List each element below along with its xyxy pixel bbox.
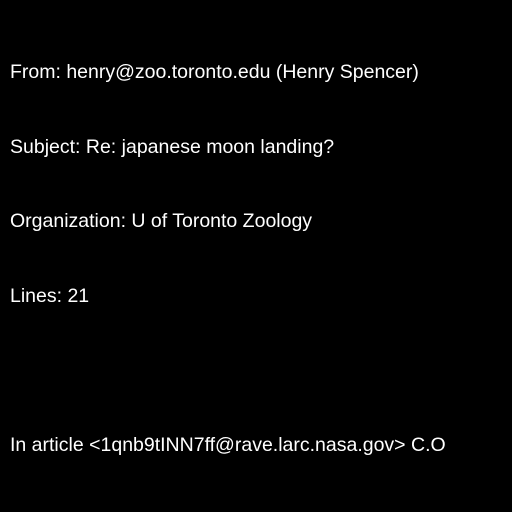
header-lines: Lines: 21: [10, 284, 90, 307]
header-organization: Organization: U of Toronto Zoology: [10, 210, 313, 233]
quote-intro: In article <1qnb9tINN7ff@rave.larc.nasa.…: [10, 434, 446, 457]
blank-line: [10, 359, 456, 384]
header-from: From: henry@zoo.toronto.edu (Henry Spenc…: [10, 60, 419, 83]
header-subject: Subject: Re: japanese moon landing?: [10, 135, 335, 158]
message-text: From: henry@zoo.toronto.edu (Henry Spenc…: [10, 10, 456, 512]
quoted-line: >> there is no such thing as a stable lu…: [10, 508, 456, 512]
